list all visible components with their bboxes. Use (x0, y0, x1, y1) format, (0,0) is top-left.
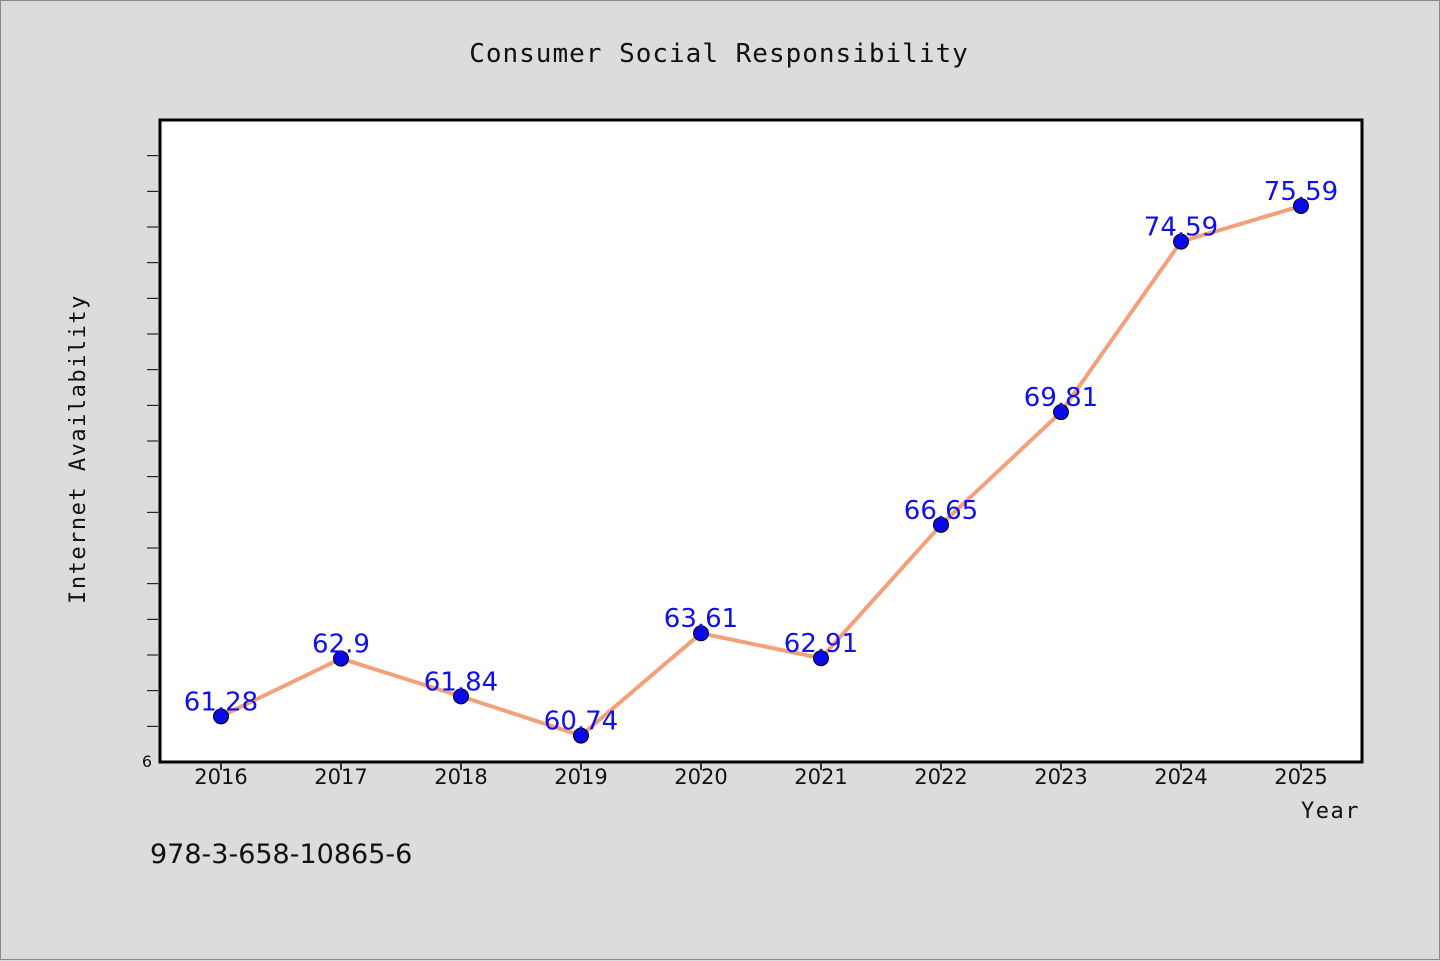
footer-code: 978-3-658-10865-6 (150, 839, 412, 870)
x-tick-label-2022: 2022 (914, 765, 967, 789)
data-point-2021 (813, 650, 829, 667)
data-point-2020 (693, 625, 709, 642)
data-label-2025: 75.59 (1264, 177, 1338, 207)
plot-area (158, 118, 1364, 764)
data-label-2017: 62.9 (312, 630, 370, 660)
data-label-2019: 60.74 (544, 707, 618, 737)
data-label-2023: 69.81 (1024, 383, 1098, 413)
x-tick-label-2018: 2018 (434, 765, 487, 789)
data-point-2022 (933, 516, 949, 533)
data-point-2019 (573, 727, 589, 744)
x-tick-label-2024: 2024 (1154, 765, 1207, 789)
x-tick-label-2025: 2025 (1274, 765, 1327, 789)
data-label-2024: 74.59 (1144, 213, 1218, 243)
data-label-2022: 66.65 (904, 496, 978, 526)
data-label-2020: 63.61 (664, 604, 738, 634)
x-tick-label-2017: 2017 (314, 765, 367, 789)
data-label-2018: 61.84 (424, 667, 498, 697)
series-layer: 61.28 62.9 61.84 60.74 63.61 62.91 66.65 69.81 7… (184, 177, 1338, 744)
data-point-2023 (1053, 404, 1069, 421)
data-point-2018 (453, 688, 469, 705)
data-point-2025 (1293, 197, 1309, 214)
chart-title: Consumer Social Responsibility (469, 39, 969, 69)
y-axis-ticks (147, 155, 158, 727)
x-axis-ticks: 2016 2017 2018 2019 2020 2021 2022 2023 2024 2025 (194, 763, 1328, 789)
y-axis-label: Internet Availability (66, 294, 91, 604)
data-point-2016 (213, 708, 229, 725)
x-axis-label: Year (1301, 799, 1360, 824)
y-tick-label: 6 (142, 752, 152, 771)
x-tick-label-2016: 2016 (194, 765, 247, 789)
data-point-2017 (333, 650, 349, 667)
data-label-2016: 61.28 (184, 687, 258, 717)
x-tick-label-2019: 2019 (554, 765, 607, 789)
series-line (220, 204, 1302, 738)
x-tick-label-2021: 2021 (794, 765, 847, 789)
x-tick-label-2023: 2023 (1034, 765, 1087, 789)
data-point-2024 (1173, 233, 1189, 250)
data-label-2021: 62.91 (784, 629, 858, 659)
x-tick-label-2020: 2020 (674, 765, 727, 789)
